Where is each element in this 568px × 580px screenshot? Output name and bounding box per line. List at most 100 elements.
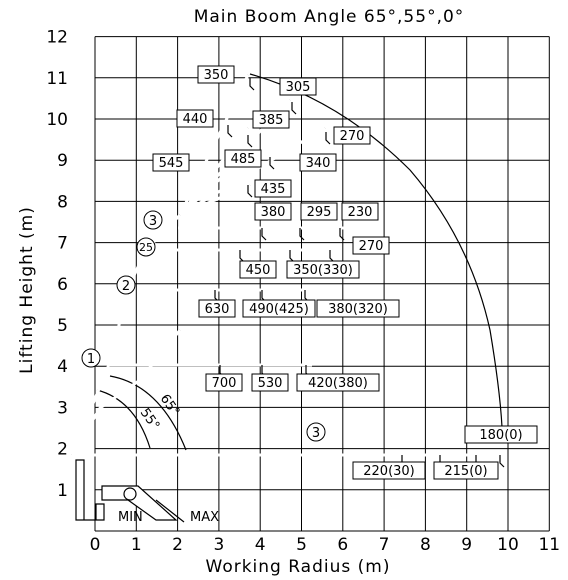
hook-6 <box>247 185 253 198</box>
load-label-l485: 485 <box>224 149 262 168</box>
stage-marker-2: 2 <box>116 275 136 295</box>
hook-10 <box>239 250 245 263</box>
load-label-text: 215(0) <box>444 464 487 479</box>
load-label-text: 630 <box>205 302 230 317</box>
load-label-text: 490(425) <box>249 302 309 317</box>
load-label-text: 270 <box>340 129 365 144</box>
load-label-text: 420(380) <box>308 376 368 391</box>
y-tick-label: 11 <box>46 69 68 89</box>
load-label-text: 435 <box>261 182 286 197</box>
boom-65-base-core <box>70 213 182 456</box>
svg-text:1: 1 <box>87 352 95 367</box>
y-tick-label: 7 <box>57 234 68 254</box>
x-tick-label: 11 <box>538 535 560 555</box>
load-label-l220: 220(30) <box>352 461 426 480</box>
x-tick-label: 4 <box>255 535 266 555</box>
load-label-text: 530 <box>258 376 283 391</box>
load-label-l545: 545 <box>152 153 190 172</box>
x-tick-label: 3 <box>213 535 224 555</box>
load-label-text: 385 <box>259 113 284 128</box>
stage-marker-3-top: 3 <box>143 210 163 230</box>
load-label-l380: 380 <box>254 202 292 221</box>
load-label-text: 380(320) <box>328 302 388 317</box>
hook-1 <box>291 102 297 115</box>
x-tick-label: 9 <box>461 535 472 555</box>
load-label-text: 230 <box>348 205 373 220</box>
x-tick-label: 7 <box>379 535 390 555</box>
angle-55-label: 55° <box>137 406 163 433</box>
load-label-l490: 490(425) <box>242 299 316 318</box>
x-tick-label: 5 <box>296 535 307 555</box>
y-tick-label: 1 <box>57 481 68 501</box>
load-label-text: 180(0) <box>479 428 522 443</box>
stage-marker-1: 1 <box>81 348 101 368</box>
y-tick-label: 10 <box>46 110 68 130</box>
svg-text:3: 3 <box>312 426 320 441</box>
load-label-text: 350 <box>204 68 229 83</box>
y-tick-label: 8 <box>57 192 68 212</box>
load-label-l380b: 380(320) <box>316 299 400 318</box>
load-label-l630: 630 <box>198 299 236 318</box>
x-tick-label: 10 <box>497 535 519 555</box>
load-label-text: 440 <box>183 112 208 127</box>
load-label-l450: 450 <box>239 260 277 279</box>
y-tick-label: 2 <box>57 440 68 460</box>
x-tick-label: 8 <box>420 535 431 555</box>
max-label: MAX <box>190 510 219 525</box>
load-label-l215: 215(0) <box>433 461 499 480</box>
svg-text:2: 2 <box>122 279 130 294</box>
boom-65-stage-c-core <box>179 126 326 217</box>
y-tick-label: 12 <box>46 28 68 48</box>
load-label-l230: 230 <box>341 202 379 221</box>
crane-base: MIN MAX <box>75 459 219 525</box>
y-tick-label: 3 <box>57 398 68 418</box>
hook-8 <box>299 228 305 241</box>
hook-3 <box>227 125 233 138</box>
hook-0 <box>249 78 255 91</box>
boom-65-stage-d-core <box>178 127 250 216</box>
load-label-text: 305 <box>286 80 311 95</box>
load-label-l305: 305 <box>279 77 317 96</box>
load-label-text: 270 <box>359 239 384 254</box>
boom-65-stage-a-core <box>178 74 250 216</box>
load-label-l295: 295 <box>300 202 338 221</box>
hook-22 <box>499 455 505 468</box>
hook-12 <box>329 250 335 263</box>
hook-4 <box>247 135 253 148</box>
load-label-l440: 440 <box>176 109 214 128</box>
svg-text:25: 25 <box>139 241 153 254</box>
load-label-text: 545 <box>159 156 184 171</box>
hook-9 <box>339 228 345 241</box>
load-label-l385: 385 <box>252 110 290 129</box>
load-label-l700: 700 <box>205 373 243 392</box>
load-label-text: 220(30) <box>363 464 415 479</box>
angle-55-arc <box>96 389 151 449</box>
hook-5 <box>269 157 275 170</box>
x-tick-label: 0 <box>90 535 101 555</box>
load-label-text: 350(330) <box>293 263 353 278</box>
load-label-text: 450 <box>246 263 271 278</box>
stage-marker-3-bottom: 3 <box>306 422 326 442</box>
angle-65-arc <box>109 375 187 451</box>
y-tick-label: 5 <box>57 316 68 336</box>
load-label-l350b: 350(330) <box>286 260 360 279</box>
load-labels: 350 305 440 385 270 545 485 340 435 380 295 230 270 4… <box>152 65 538 480</box>
boom-65-stage-f-core <box>179 183 251 217</box>
load-label-l270a: 270 <box>333 126 371 145</box>
load-label-l435: 435 <box>254 179 292 198</box>
y-tick-label: 4 <box>57 357 68 377</box>
load-label-text: 700 <box>212 376 237 391</box>
grid <box>94 36 550 532</box>
y-axis-title: Lifting Height (m) <box>17 206 37 374</box>
y-tick-label: 9 <box>57 151 68 171</box>
load-label-l420: 420(380) <box>296 373 380 392</box>
load-label-l530: 530 <box>251 373 289 392</box>
reach-envelope-arc <box>249 73 503 428</box>
svg-text:3: 3 <box>149 214 157 229</box>
x-tick-label: 1 <box>131 535 142 555</box>
x-axis-title: Working Radius (m) <box>206 557 391 577</box>
y-tick-label: 6 <box>57 275 68 295</box>
